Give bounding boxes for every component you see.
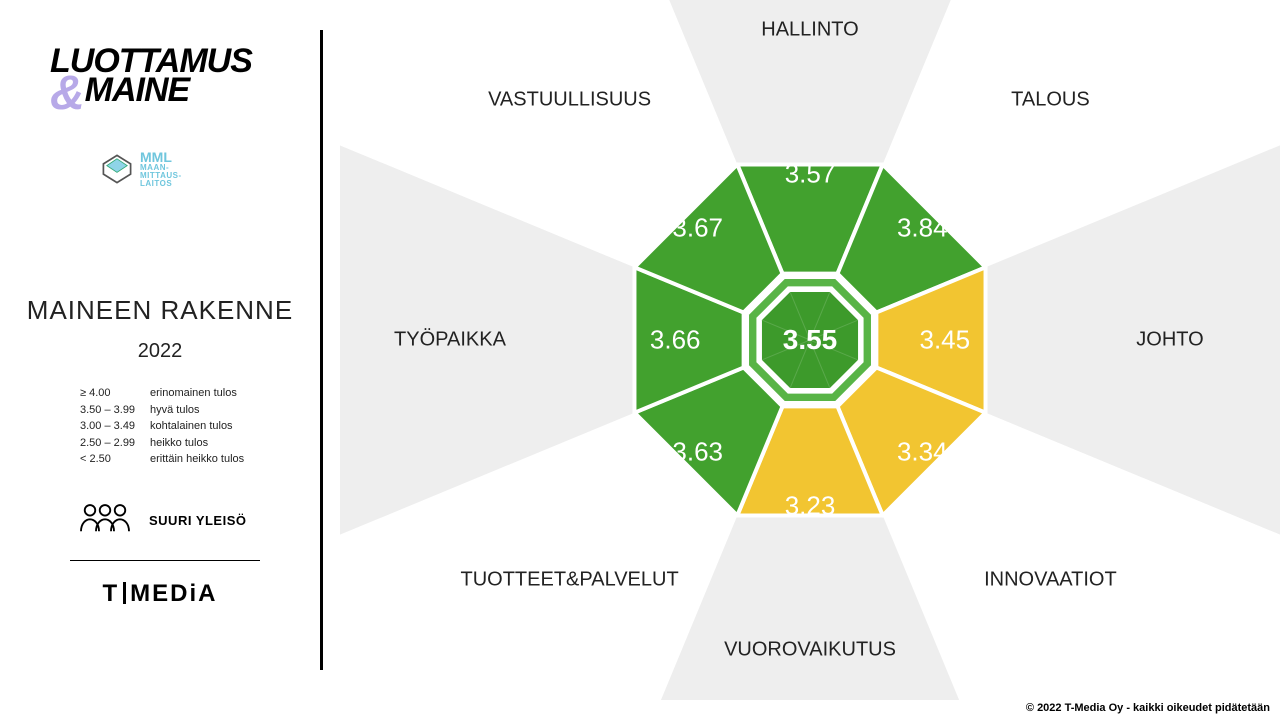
page: LUOTTAMUS &MAINE MML MAAN- MITTAUS- LAIT… [0, 0, 1280, 720]
tmedia-media: MEDiA [130, 580, 217, 607]
octagon-chart: 3.55 HALLINTO 3.57 TALOUS 3.84 JOHTO 3.45 INNO… [340, 0, 1280, 700]
segment-label: VUOROVAIKUTUS [724, 639, 896, 662]
page-title: MAINEEN RAKENNE [0, 295, 320, 326]
tmedia-t: T [102, 580, 119, 607]
segment-label: JOHTO [1136, 329, 1203, 352]
segment-value: 3.45 [919, 325, 970, 356]
segment-value: 3.63 [672, 437, 723, 468]
segment-value: 3.23 [785, 491, 836, 522]
legend-range: ≥ 4.00 [80, 385, 150, 402]
mml-sub3: LAITOS [140, 180, 182, 188]
segment-label: TALOUS [1011, 88, 1090, 111]
legend-label: kohtalainen tulos [150, 418, 233, 435]
legend-row: 2.50 – 2.99heikko tulos [80, 435, 244, 452]
luottamus-maine-logo: LUOTTAMUS &MAINE [50, 48, 252, 111]
legend-label: hyvä tulos [150, 402, 200, 419]
sidebar: LUOTTAMUS &MAINE MML MAAN- MITTAUS- LAIT… [0, 0, 320, 720]
legend-range: 3.50 – 3.99 [80, 402, 150, 419]
legend-range: 2.50 – 2.99 [80, 435, 150, 452]
segment-label: TYÖPAIKKA [394, 329, 506, 352]
legend-label: erittäin heikko tulos [150, 451, 244, 468]
segment-value: 3.66 [650, 325, 701, 356]
logo-line2: MAINE [85, 71, 190, 109]
legend: ≥ 4.00erinomainen tulos3.50 – 3.99hyvä t… [80, 385, 244, 468]
mml-logo: MML MAAN- MITTAUS- LAITOS [100, 150, 182, 188]
segment-label: TUOTTEET&PALVELUT [460, 569, 678, 592]
divider [70, 560, 260, 561]
legend-row: ≥ 4.00erinomainen tulos [80, 385, 244, 402]
legend-row: 3.50 – 3.99hyvä tulos [80, 402, 244, 419]
legend-label: erinomainen tulos [150, 385, 237, 402]
copyright: © 2022 T-Media Oy - kaikki oikeudet pidä… [1026, 702, 1270, 714]
segment-label: VASTUULLISUUS [488, 88, 651, 111]
segment-value: 3.67 [672, 212, 723, 243]
audience: SUURI YLEISÖ [75, 500, 247, 540]
vertical-divider [320, 30, 323, 670]
legend-row: < 2.50erittäin heikko tulos [80, 451, 244, 468]
center-value: 3.55 [783, 324, 838, 356]
legend-range: 3.00 – 3.49 [80, 418, 150, 435]
mml-icon [100, 152, 134, 186]
year: 2022 [0, 340, 320, 363]
segment-value: 3.57 [785, 159, 836, 190]
segment-value: 3.34 [897, 437, 948, 468]
segment-value: 3.84 [897, 212, 948, 243]
segment-label: HALLINTO [761, 19, 858, 42]
legend-range: < 2.50 [80, 451, 150, 468]
legend-label: heikko tulos [150, 435, 208, 452]
logo-ampersand: & [50, 77, 85, 111]
mml-abbr: MML [140, 150, 182, 164]
legend-row: 3.00 – 3.49kohtalainen tulos [80, 418, 244, 435]
tmedia-logo: T MEDiA [0, 580, 320, 608]
segment-label: INNOVAATIOT [984, 569, 1117, 592]
people-icon [75, 500, 135, 540]
audience-label: SUURI YLEISÖ [149, 513, 247, 528]
